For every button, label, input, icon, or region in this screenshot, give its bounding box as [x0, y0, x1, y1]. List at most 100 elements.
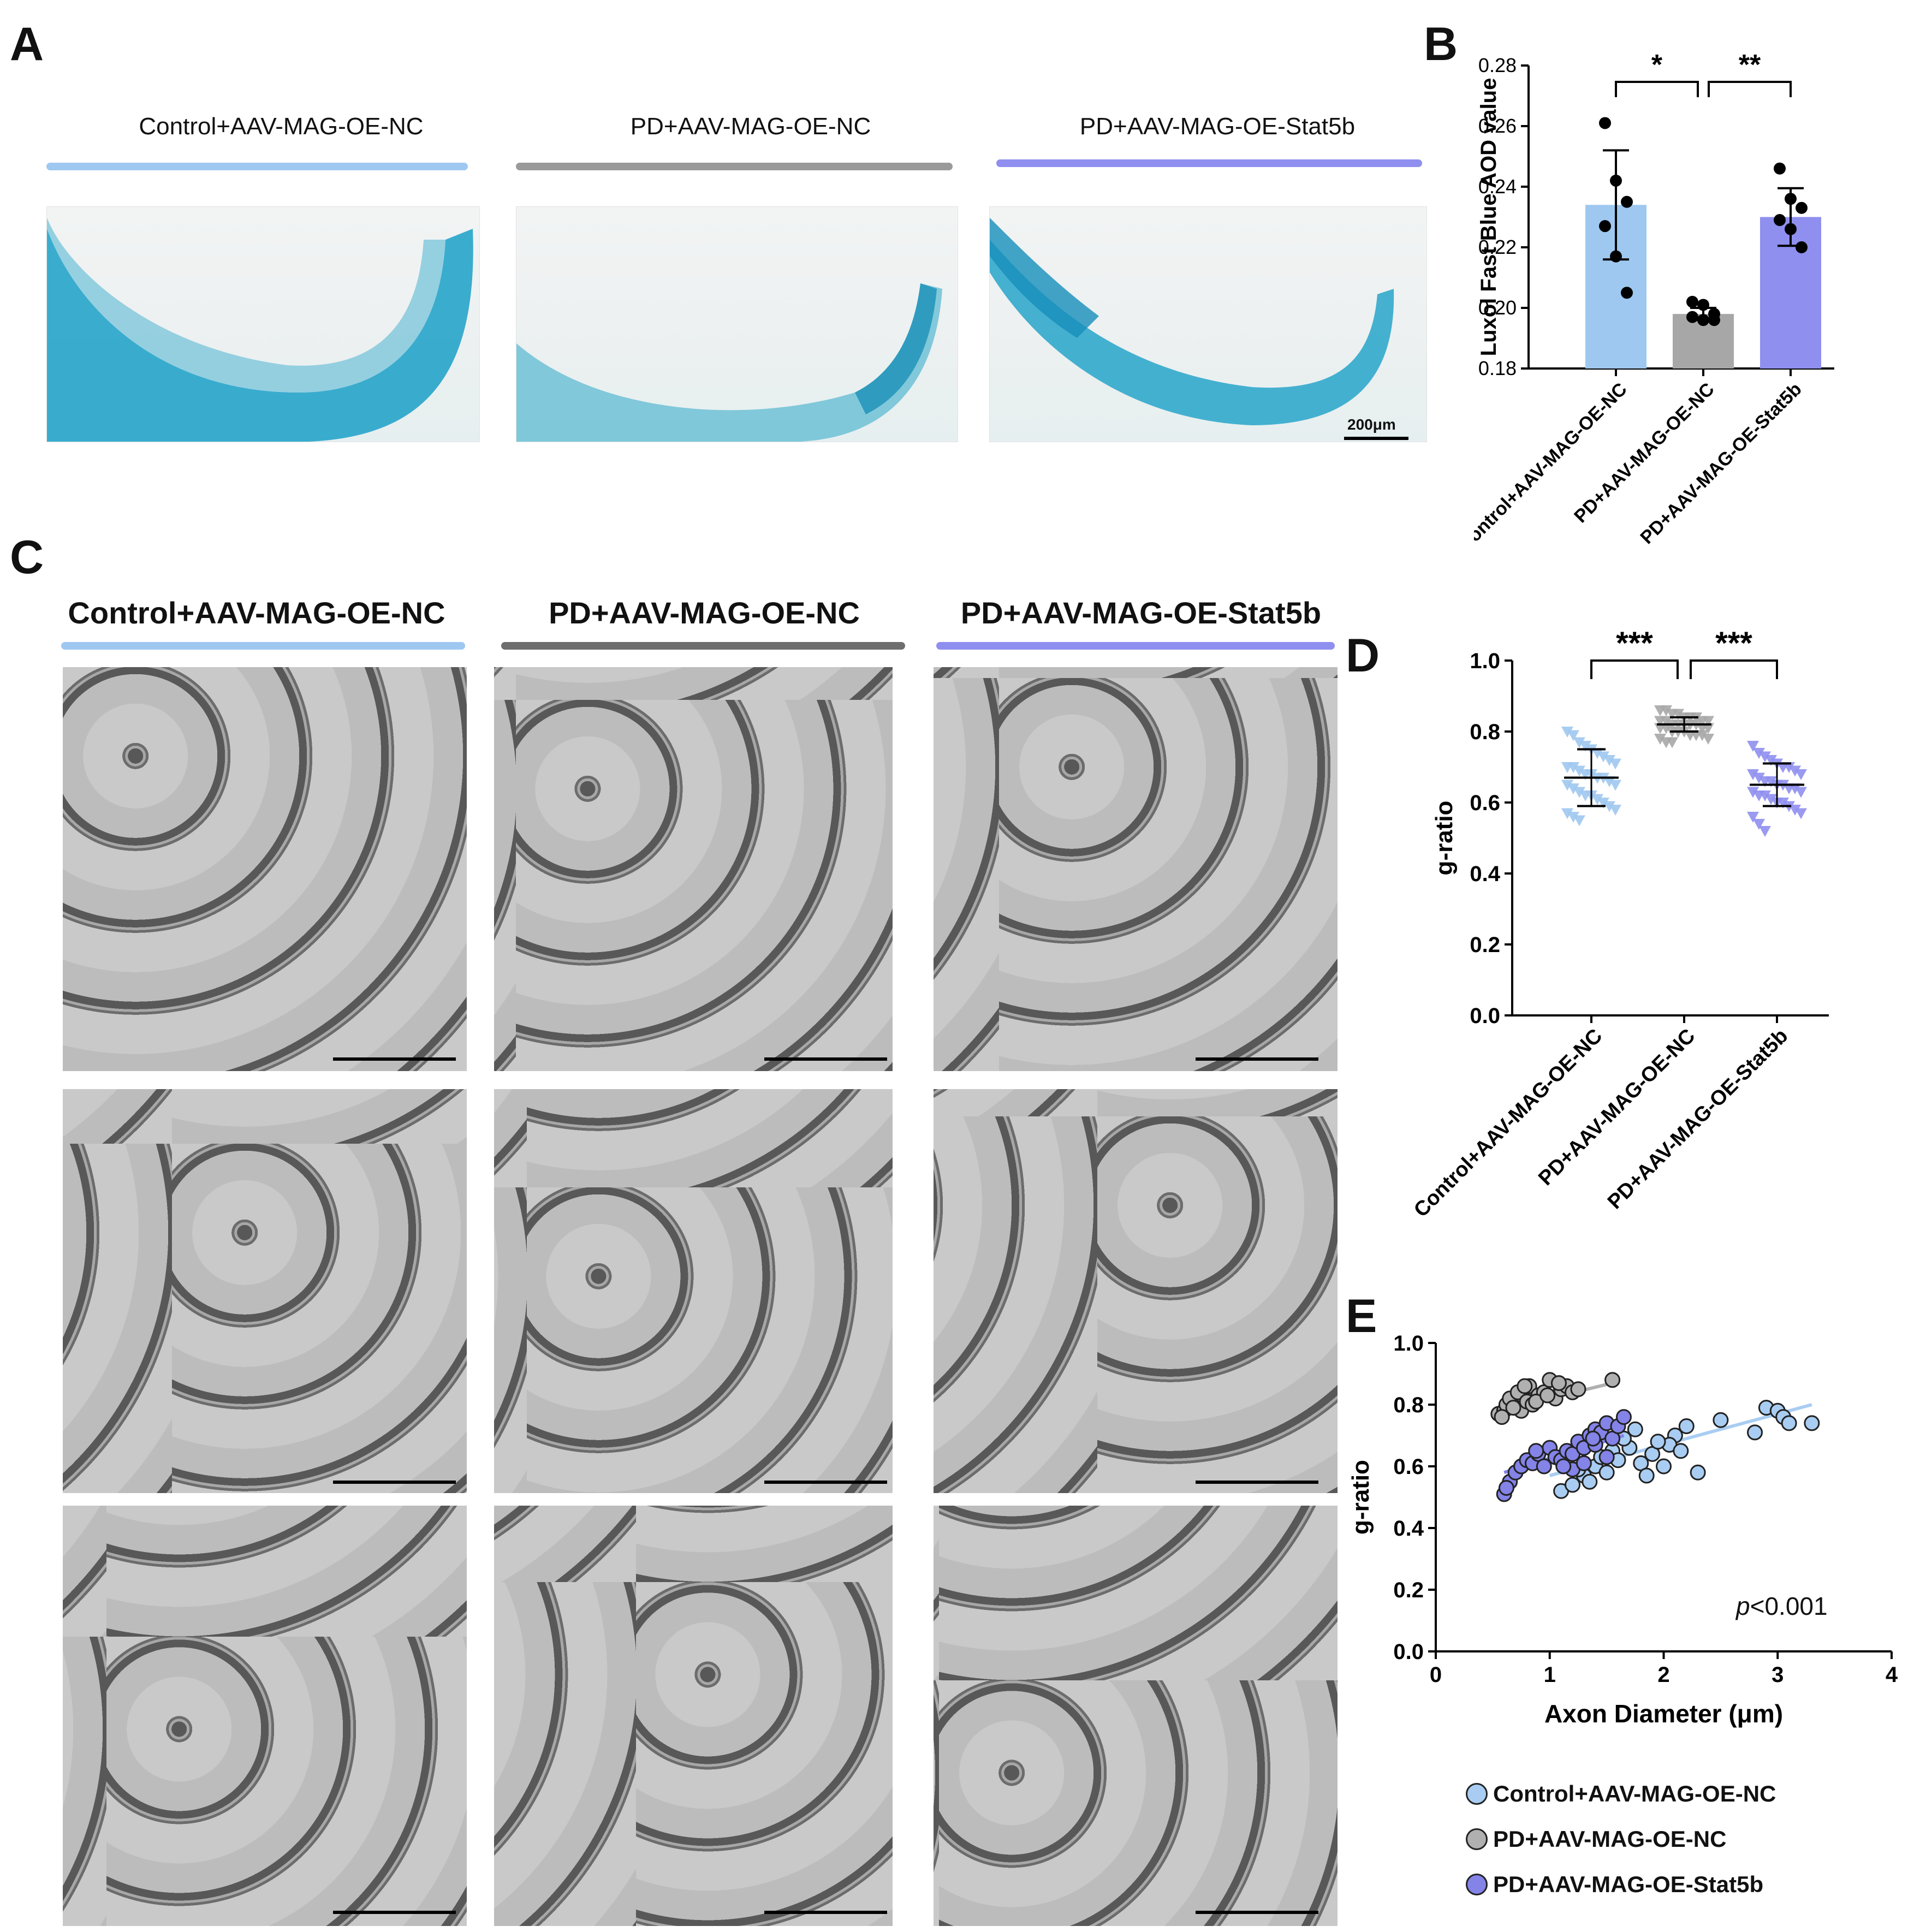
- data-point: [1579, 741, 1591, 752]
- panel-c-group-title-stat5b: PD+AAV-MAG-OE-Stat5b: [960, 596, 1322, 630]
- y-tick-label: 0.6: [1393, 1455, 1424, 1479]
- data-point: [1686, 311, 1698, 323]
- data-point: [1747, 769, 1759, 780]
- data-point: [1774, 162, 1786, 175]
- data-point: [1610, 250, 1622, 263]
- y-tick-label: 0.22: [1478, 236, 1517, 258]
- legend-label-control: Control+AAV-MAG-OE-NC: [1493, 1781, 1776, 1806]
- data-point: [1795, 769, 1807, 780]
- data-point: [1573, 787, 1585, 798]
- y-axis-label: g-ratio: [1347, 1460, 1374, 1535]
- data-point: [1609, 758, 1621, 770]
- data-point: [1765, 755, 1777, 766]
- panel-letter-e: E: [1346, 1290, 1377, 1342]
- data-point: [1785, 223, 1797, 235]
- lfb-micrograph-pd: [516, 206, 958, 442]
- data-point: [1789, 783, 1801, 794]
- data-point: [1747, 1424, 1763, 1441]
- x-tick-label: Control+AAV-MAG-OE-NC: [1410, 1025, 1607, 1222]
- em-micrograph-control-3: [63, 1506, 467, 1926]
- legend-item-pd: PD+AAV-MAG-OE-NC: [1466, 1826, 1726, 1852]
- data-point: [1774, 214, 1786, 227]
- data-point: [1573, 737, 1585, 748]
- panel-c-group-bar-control: [61, 642, 465, 650]
- data-point: [1599, 220, 1611, 233]
- x-tick-label: 0: [1430, 1663, 1442, 1687]
- significance-bracket: [1590, 659, 1679, 679]
- panel-a-group-bar-pd: [516, 163, 953, 170]
- em-micrograph-stat5b-1: [934, 667, 1338, 1071]
- x-tick-label: 1: [1544, 1663, 1556, 1687]
- data-point: [1702, 716, 1714, 727]
- data-point: [1582, 1473, 1598, 1490]
- data-point: [1686, 295, 1698, 308]
- legend-marker-stat5b: [1466, 1874, 1488, 1895]
- legend-label-stat5b: PD+AAV-MAG-OE-Stat5b: [1493, 1871, 1764, 1897]
- data-point: [1702, 723, 1714, 734]
- data-point: [1494, 1409, 1510, 1425]
- data-point: [1660, 716, 1672, 727]
- em-scale-bar: [333, 1911, 456, 1914]
- y-tick-label: 0.4: [1393, 1517, 1424, 1541]
- significance-label: ***: [1616, 626, 1653, 661]
- data-point: [1654, 734, 1666, 745]
- data-point: [1690, 1464, 1706, 1481]
- panel-a-group-bar-stat5b: [996, 159, 1422, 167]
- significance-bracket: [1615, 81, 1699, 97]
- data-point: [1747, 787, 1759, 798]
- data-point: [1570, 1381, 1586, 1398]
- lfb-scale-label: 200μm: [1347, 416, 1396, 433]
- panel-a-group-title-pd: PD+AAV-MAG-OE-NC: [630, 113, 871, 140]
- data-point: [1796, 201, 1808, 214]
- legend-item-stat5b: PD+AAV-MAG-OE-Stat5b: [1466, 1871, 1763, 1898]
- data-point: [1598, 1464, 1615, 1481]
- data-point: [1765, 776, 1777, 787]
- panel-c-group-title-control: Control+AAV-MAG-OE-NC: [68, 596, 445, 630]
- data-point: [1697, 299, 1709, 311]
- lfb-micrograph-stat5b: [989, 206, 1427, 442]
- data-point: [1597, 798, 1609, 809]
- data-point: [1673, 1443, 1689, 1459]
- em-scale-bar: [764, 1911, 887, 1914]
- data-point: [1505, 1400, 1521, 1416]
- x-tick-label: 2: [1657, 1663, 1669, 1687]
- data-point: [1567, 783, 1579, 794]
- data-point: [1777, 798, 1789, 809]
- data-point: [1795, 787, 1807, 798]
- panel-a-group-title-control: Control+AAV-MAG-OE-NC: [139, 113, 424, 140]
- lfb-micrograph-control: [46, 206, 480, 442]
- em-micrograph-stat5b-2: [934, 1089, 1338, 1493]
- em-scale-bar: [764, 1481, 887, 1484]
- data-point: [1539, 1387, 1556, 1404]
- em-scale-bar: [764, 1057, 887, 1061]
- data-point: [1573, 765, 1585, 777]
- panel-c-group-bar-pd: [501, 642, 905, 650]
- em-micrograph-control-2: [63, 1089, 467, 1493]
- y-tick-label: 0.4: [1470, 862, 1500, 886]
- chart-e-g-ratio-vs-diameter: 0.0 0.2 0.4 0.6 0.8 1.0 0 1 2 3 4 g-ratio Axon Diame…: [1347, 1331, 1898, 1728]
- data-point: [1599, 117, 1611, 129]
- x-tick-label: 3: [1772, 1663, 1784, 1687]
- panel-a-group-title-stat5b: PD+AAV-MAG-OE-Stat5b: [1079, 113, 1356, 140]
- em-scale-bar: [333, 1481, 456, 1484]
- data-point: [1660, 705, 1672, 716]
- data-point: [1650, 1434, 1666, 1450]
- data-point: [1789, 765, 1801, 777]
- data-point: [1789, 805, 1801, 816]
- panel-a-group-bar-control: [46, 163, 468, 170]
- data-point: [1567, 762, 1579, 773]
- data-point: [1585, 1430, 1601, 1447]
- em-micrograph-stat5b-3: [934, 1506, 1338, 1926]
- em-micrograph-pd-1: [494, 667, 893, 1071]
- data-point: [1638, 1467, 1655, 1484]
- data-point: [1627, 1421, 1643, 1437]
- data-point: [1759, 790, 1771, 801]
- data-point: [1603, 801, 1615, 812]
- significance-bracket: [1708, 81, 1792, 97]
- x-tick-label: PD+AAV-MAG-OE-Stat5b: [1603, 1025, 1792, 1214]
- em-micrograph-pd-3: [494, 1506, 893, 1926]
- data-point: [1672, 709, 1684, 720]
- data-point: [1576, 1455, 1592, 1471]
- data-point: [1591, 748, 1603, 759]
- data-point: [1708, 314, 1720, 326]
